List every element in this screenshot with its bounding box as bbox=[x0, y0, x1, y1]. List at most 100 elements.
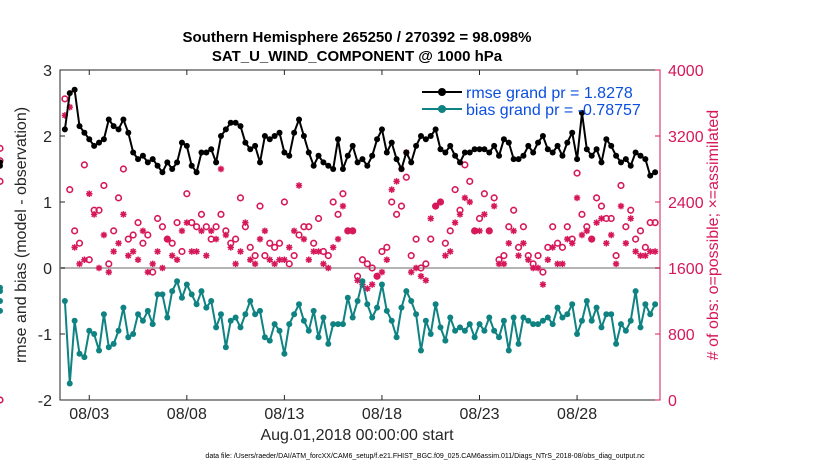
rmse-point bbox=[393, 156, 400, 163]
obs-assimilated-marker bbox=[627, 215, 634, 222]
bias-point bbox=[86, 327, 93, 334]
rmse-point bbox=[330, 166, 337, 172]
bias-point bbox=[603, 311, 610, 318]
left-y-axis: -2 -1 0 1 2 3 bbox=[38, 63, 65, 410]
rmse-point bbox=[598, 159, 605, 166]
bias-point bbox=[452, 327, 459, 334]
bias-point bbox=[71, 317, 78, 324]
rmse-point bbox=[427, 133, 434, 139]
bias-point bbox=[61, 298, 68, 304]
obs-possible-marker bbox=[451, 186, 459, 194]
rmse-point bbox=[325, 162, 332, 169]
right-y-tick-label: 2400 bbox=[668, 195, 704, 212]
obs-possible-marker bbox=[134, 219, 142, 227]
bias-point bbox=[330, 321, 337, 328]
obs-assimilated-marker bbox=[334, 235, 342, 243]
rmse-point bbox=[257, 159, 263, 166]
rmse-point bbox=[335, 136, 342, 143]
bias-point bbox=[217, 311, 224, 318]
rmse-point bbox=[603, 136, 610, 143]
obs-assimilated-marker bbox=[188, 248, 195, 255]
bias-point bbox=[296, 301, 303, 308]
obs-possible-marker bbox=[212, 223, 220, 231]
bias-point bbox=[130, 331, 137, 337]
obs-possible-marker bbox=[446, 227, 454, 235]
obs-possible-marker bbox=[573, 169, 581, 177]
obs-assimilated-marker bbox=[105, 268, 112, 276]
bias-point bbox=[0, 307, 3, 314]
bias-point bbox=[291, 311, 298, 318]
x-tick-label: 08/28 bbox=[557, 406, 597, 423]
bias-point bbox=[188, 291, 195, 298]
obs-assimilated-marker bbox=[120, 211, 127, 218]
obs-assimilated-marker bbox=[237, 248, 244, 255]
bias-point bbox=[447, 314, 454, 321]
rmse-point bbox=[466, 149, 473, 156]
rmse-point bbox=[266, 136, 273, 143]
bias-point bbox=[232, 314, 239, 321]
y-tick-label: -2 bbox=[38, 393, 52, 410]
rmse-point bbox=[344, 152, 351, 159]
rmse-point bbox=[237, 123, 244, 130]
bias-point bbox=[125, 334, 132, 341]
obs-possible-marker bbox=[66, 186, 74, 194]
bias-point bbox=[237, 324, 244, 331]
obs-assimilated-marker bbox=[437, 198, 444, 206]
rmse-point bbox=[115, 126, 122, 133]
rmse-point bbox=[296, 116, 303, 123]
obs-possible-marker bbox=[285, 260, 293, 268]
obs-possible-marker bbox=[641, 243, 649, 251]
rmse-point bbox=[510, 156, 517, 163]
rmse-point bbox=[135, 156, 142, 163]
stat-series bbox=[0, 86, 659, 387]
obs-possible-marker bbox=[427, 235, 435, 243]
obs-possible-marker bbox=[480, 190, 488, 198]
obs-possible-marker bbox=[358, 256, 367, 264]
obs-assimilated-marker bbox=[432, 202, 439, 210]
obs-possible-marker bbox=[383, 243, 391, 251]
plot-area bbox=[59, 69, 661, 401]
obs-assimilated-marker bbox=[183, 219, 191, 226]
rmse-point bbox=[96, 139, 103, 146]
obs-possible-marker bbox=[61, 95, 69, 103]
rmse-point bbox=[291, 129, 298, 136]
bias-point bbox=[227, 317, 234, 324]
obs-assimilated-marker bbox=[193, 248, 200, 255]
bias-point bbox=[432, 301, 439, 308]
obs-assimilated-marker bbox=[251, 260, 259, 268]
bias-point bbox=[257, 307, 263, 314]
obs-possible-marker bbox=[144, 231, 152, 239]
obs-possible-marker bbox=[114, 194, 123, 202]
rmse-point bbox=[130, 149, 137, 156]
bias-point bbox=[525, 317, 532, 324]
bias-point bbox=[530, 321, 537, 328]
bias-point bbox=[261, 334, 268, 341]
bias-point bbox=[208, 298, 215, 304]
obs-assimilated-marker bbox=[451, 219, 459, 226]
bias-point bbox=[578, 317, 585, 324]
bias-point bbox=[388, 317, 395, 324]
obs-assimilated-marker bbox=[442, 252, 449, 259]
obs-possible-marker bbox=[553, 239, 562, 247]
bias-point bbox=[359, 278, 366, 285]
obs-possible-marker bbox=[119, 165, 128, 173]
bias-point bbox=[139, 317, 146, 324]
obs-assimilated-marker bbox=[208, 227, 215, 235]
rmse-point bbox=[374, 136, 381, 143]
obs-assimilated-marker bbox=[612, 260, 620, 268]
y-tick-label: 1 bbox=[43, 195, 52, 212]
right-y-axis-label: # of obs: o=possible; ×=assimilated bbox=[705, 110, 722, 360]
obs-assimilated-marker bbox=[164, 235, 171, 243]
bias-point bbox=[549, 321, 556, 328]
rmse-point bbox=[71, 86, 78, 93]
rmse-point bbox=[105, 116, 112, 123]
bias-point bbox=[213, 324, 220, 331]
obs-possible-marker bbox=[651, 219, 659, 227]
bias-point bbox=[0, 288, 3, 295]
obs-possible-marker bbox=[232, 235, 240, 243]
obs-possible-marker bbox=[466, 177, 474, 185]
bias-point bbox=[193, 301, 200, 308]
obs-possible-marker bbox=[441, 239, 449, 247]
obs-assimilated-marker bbox=[100, 231, 108, 239]
